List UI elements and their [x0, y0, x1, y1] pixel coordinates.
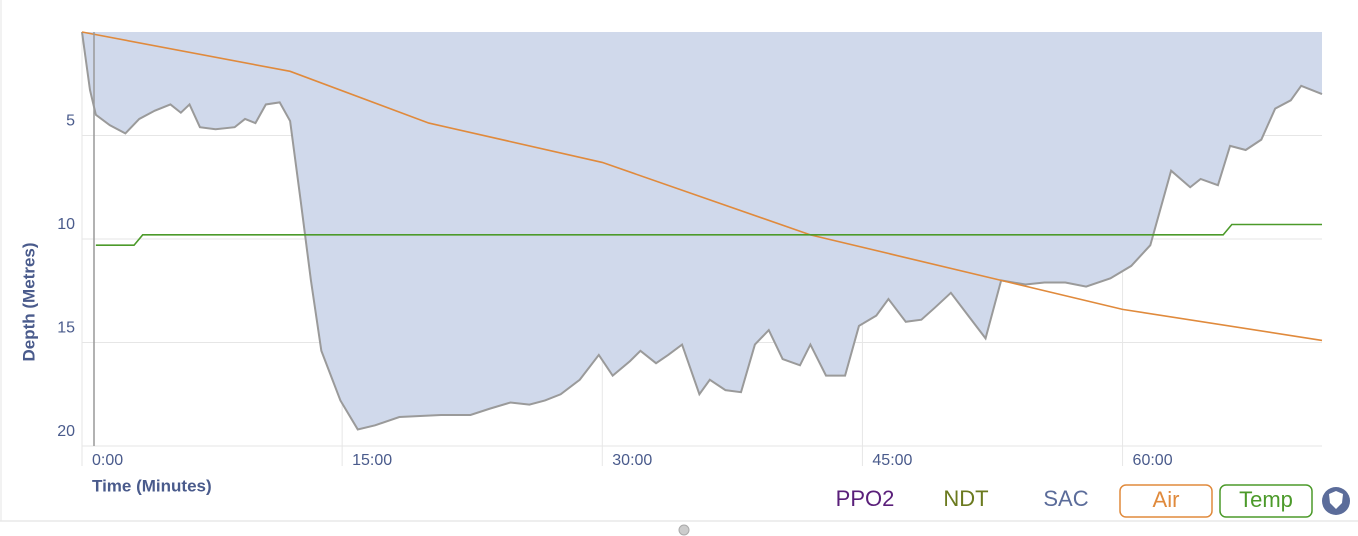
x-tick-label: 30:00	[612, 452, 652, 469]
legend-entry[interactable]: Temp	[1239, 487, 1293, 512]
legend-toggle[interactable]: PPO2	[836, 486, 895, 511]
depth-line	[81, 31, 1323, 431]
x-tick-label: 60:00	[1133, 452, 1173, 469]
legend-box[interactable]	[1119, 484, 1213, 518]
x-axis-title: Time (Minutes)	[92, 476, 212, 495]
legend-entry[interactable]: Air	[1153, 487, 1180, 512]
x-tick-label: 0:00	[92, 452, 123, 469]
y-tick-label: 5	[66, 113, 75, 130]
y-tick-label: 20	[57, 423, 75, 440]
legend-toggle[interactable]: SAC	[1043, 486, 1088, 511]
legend-toggle[interactable]: NDT	[943, 486, 988, 511]
plot	[81, 31, 1323, 466]
legend-box[interactable]	[1219, 484, 1313, 518]
y-axis-title: Depth (Metres)	[19, 242, 38, 361]
depth-area	[82, 32, 1322, 430]
x-tick-label: 15:00	[352, 452, 392, 469]
shield-icon[interactable]	[1322, 487, 1350, 515]
resize-handle[interactable]	[678, 524, 690, 536]
x-tick-label: 45:00	[872, 452, 912, 469]
y-tick-label: 10	[57, 216, 75, 233]
series-line	[95, 223, 1322, 247]
series-line	[81, 31, 1323, 342]
y-tick-label: 15	[57, 320, 75, 337]
